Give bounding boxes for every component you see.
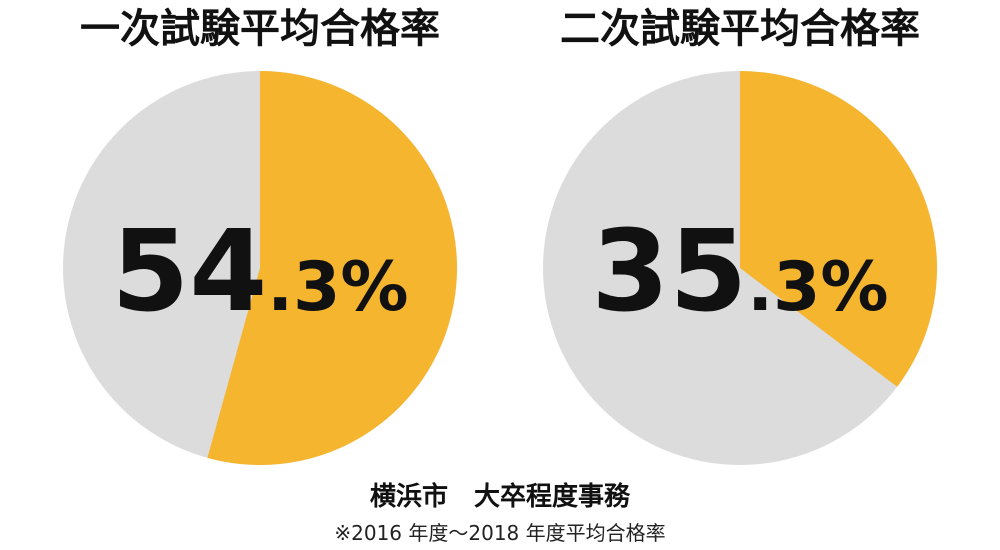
value-label: 35.3% <box>591 207 888 337</box>
value-label: 54.3% <box>111 207 408 337</box>
note: ※2016 年度～2018 年度平均合格率 <box>334 521 665 545</box>
caption: 横浜市 大卒程度事務 <box>370 481 631 512</box>
chart-title: 二次試験平均合格率 <box>560 6 920 52</box>
pie-slice <box>207 71 457 465</box>
chart-title: 一次試験平均合格率 <box>80 6 440 52</box>
pie-slice <box>740 71 937 387</box>
